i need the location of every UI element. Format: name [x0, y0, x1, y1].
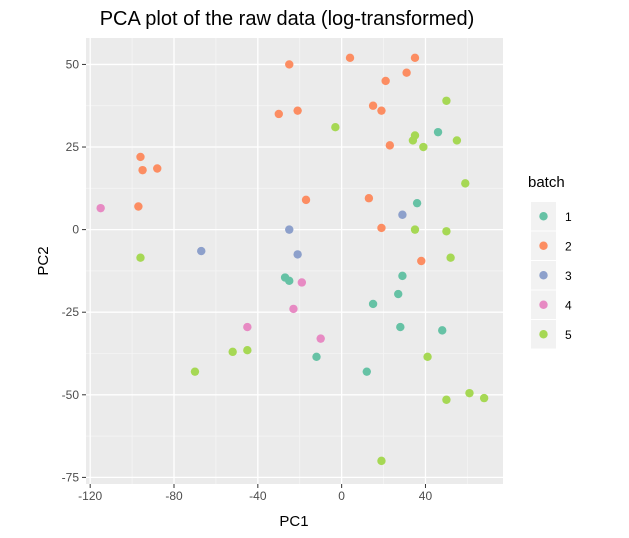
chart-title: PCA plot of the raw data (log-transforme…: [100, 8, 475, 30]
y-tick-label: 50: [66, 57, 80, 71]
x-tick-label: -40: [249, 489, 267, 503]
y-tick-label: -50: [62, 388, 80, 402]
y-tick-label: -75: [62, 470, 80, 484]
data-point-batch-5: [442, 227, 451, 236]
x-tick-label: 0: [338, 489, 345, 503]
data-point-batch-4: [297, 278, 307, 287]
data-point-batch-3: [293, 250, 302, 259]
data-point-batch-1: [412, 198, 422, 208]
legend-key-batch-4: [539, 300, 548, 309]
data-point-batch-4: [316, 334, 325, 343]
data-point-batch-5: [331, 123, 340, 132]
data-point-batch-4: [96, 203, 105, 213]
data-point-batch-1: [433, 127, 443, 137]
data-point-batch-2: [381, 76, 390, 86]
data-point-batch-5: [228, 347, 237, 357]
data-point-batch-5: [243, 346, 252, 355]
data-point-batch-5: [136, 253, 145, 262]
plot-panel: [86, 38, 503, 484]
data-point-batch-4: [289, 304, 298, 314]
data-point-batch-2: [293, 106, 302, 115]
data-point-batch-2: [285, 60, 294, 69]
data-point-batch-5: [452, 136, 462, 145]
data-point-batch-2: [345, 53, 355, 63]
data-point-batch-2: [385, 141, 395, 150]
data-point-batch-3: [197, 246, 206, 256]
legend-label-batch-1: 1: [565, 210, 572, 224]
data-point-batch-1: [394, 289, 403, 299]
data-point-batch-2: [377, 223, 386, 233]
legend-key-batch-5: [539, 330, 548, 339]
data-point-batch-2: [368, 101, 378, 110]
data-point-batch-5: [465, 388, 474, 398]
legend-title: batch: [528, 174, 565, 191]
legend-label-batch-3: 3: [565, 269, 572, 283]
y-axis-title: PC2: [35, 246, 52, 275]
data-point-batch-2: [153, 164, 162, 173]
legend-label-batch-5: 5: [565, 328, 572, 342]
data-point-batch-5: [442, 96, 451, 105]
x-tick-label: -120: [78, 489, 102, 503]
y-tick-label: 0: [72, 223, 79, 237]
data-point-batch-1: [398, 271, 407, 281]
data-point-batch-1: [312, 352, 321, 362]
data-point-batch-1: [368, 299, 378, 309]
x-tick-label: -80: [165, 489, 183, 503]
data-point-batch-1: [362, 367, 371, 376]
y-tick-label: -25: [62, 305, 80, 319]
data-point-batch-2: [138, 165, 147, 175]
legend-items: 1 2 3 4 5: [531, 202, 572, 349]
data-point-batch-5: [461, 179, 470, 188]
data-point-batch-4: [243, 322, 252, 332]
y-axis-ticks: -75 -50 -25 0 25 50: [62, 57, 86, 484]
data-point-batch-2: [136, 152, 145, 162]
data-points: [96, 53, 489, 466]
data-point-batch-2: [402, 68, 411, 77]
data-point-batch-5: [419, 142, 428, 152]
data-point-batch-1: [396, 322, 405, 332]
data-point-batch-2: [364, 194, 374, 203]
legend-key-batch-2: [539, 241, 548, 250]
x-axis-ticks: -120 -80 -40 0 40: [78, 484, 432, 503]
data-point-batch-5: [377, 456, 386, 466]
y-tick-label: 25: [66, 140, 80, 154]
data-point-batch-5: [479, 393, 489, 403]
data-point-batch-2: [274, 109, 283, 119]
data-point-batch-2: [301, 195, 311, 205]
data-point-batch-1: [438, 326, 447, 335]
x-axis-title: PC1: [279, 513, 308, 530]
data-point-batch-5: [190, 367, 200, 376]
data-point-batch-5: [410, 225, 420, 234]
data-point-batch-2: [417, 256, 426, 266]
data-point-batch-3: [398, 210, 407, 219]
legend-label-batch-2: 2: [565, 239, 572, 253]
x-tick-label: 40: [419, 489, 433, 503]
data-point-batch-2: [134, 202, 143, 211]
data-point-batch-2: [410, 53, 420, 63]
data-point-batch-5: [408, 136, 418, 145]
data-point-batch-2: [377, 106, 386, 115]
data-point-batch-3: [285, 225, 294, 234]
data-point-batch-1: [285, 276, 294, 286]
data-point-batch-5: [423, 352, 432, 362]
legend-key-batch-3: [539, 271, 548, 280]
data-point-batch-5: [442, 395, 451, 404]
legend-label-batch-4: 4: [565, 298, 572, 312]
legend: batch 1 2 3 4 5: [528, 174, 572, 349]
data-point-batch-5: [446, 253, 455, 262]
legend-key-batch-1: [539, 212, 548, 221]
